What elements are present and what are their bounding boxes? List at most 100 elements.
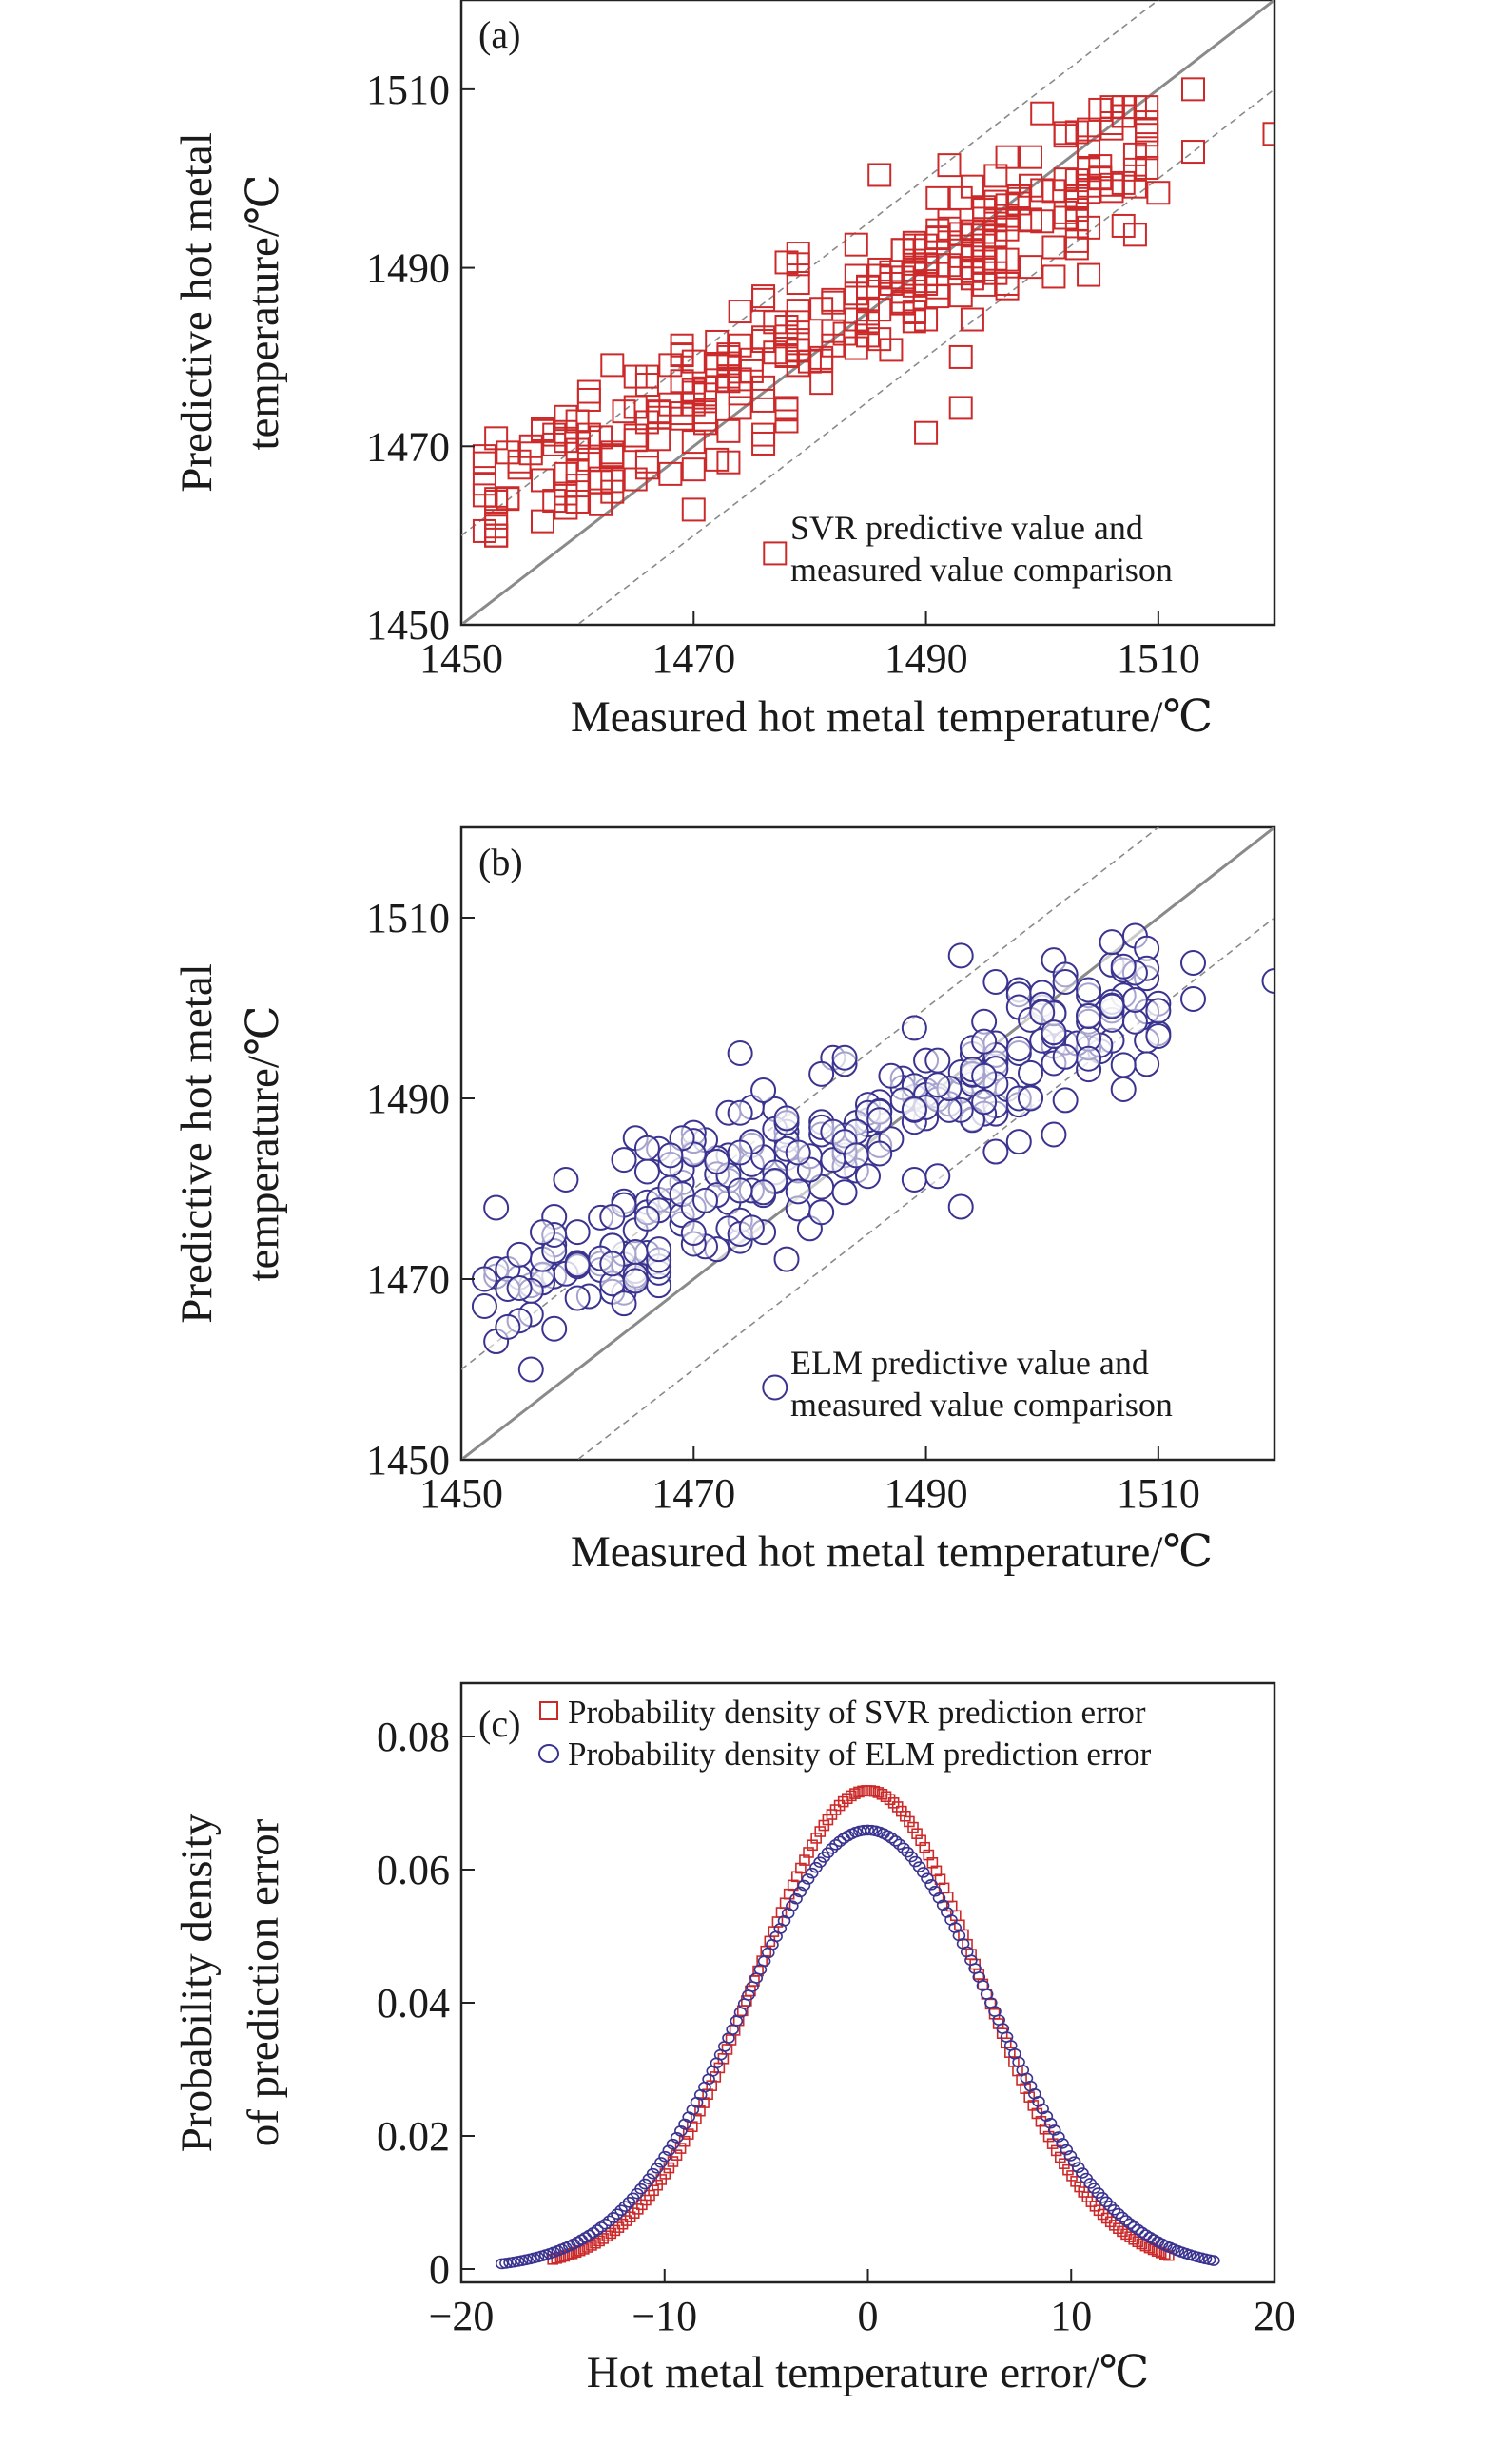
data-point [1064, 186, 1089, 211]
data-point [531, 509, 554, 534]
data-point [924, 1047, 951, 1074]
data-point [808, 1199, 835, 1226]
data-point [856, 298, 880, 322]
density-point [887, 1797, 900, 1809]
data-point [762, 1374, 788, 1401]
data-point [1030, 101, 1055, 126]
data-point [727, 1040, 753, 1066]
plot-frame [459, 1681, 1276, 2284]
density-point [921, 1872, 934, 1885]
data-point [971, 1062, 998, 1089]
data-point [879, 338, 904, 362]
data-point [867, 163, 892, 187]
data-point [901, 1167, 927, 1193]
data-point [1041, 264, 1066, 289]
data-point [728, 300, 752, 324]
data-point [1029, 999, 1056, 1026]
data-point [960, 307, 984, 332]
clipped-data [461, 0, 1274, 625]
density-point [616, 2218, 629, 2230]
data-point [716, 354, 741, 378]
data-point [983, 189, 1008, 214]
data-point [680, 1220, 707, 1247]
data-point [878, 1062, 905, 1089]
density-point [1071, 2162, 1085, 2174]
x-tick-label: 0 [858, 2293, 879, 2339]
density-point [926, 1857, 939, 1869]
data-point [773, 1105, 800, 1132]
data-point [855, 1163, 881, 1190]
density-point [1066, 2170, 1078, 2182]
data-point [774, 398, 799, 422]
data-point [982, 1138, 1009, 1165]
data-point [541, 1315, 568, 1342]
data-point [704, 1149, 730, 1174]
density-point [655, 2174, 668, 2185]
data-point [531, 418, 554, 443]
data-layer [495, 1785, 1220, 2270]
data-point [692, 1187, 718, 1213]
y-tick-label: 0.02 [377, 2113, 450, 2160]
data-point [530, 1219, 555, 1246]
density-point [558, 2250, 571, 2262]
x-tick-label: −20 [429, 2293, 495, 2339]
data-point [738, 1214, 765, 1241]
data-point [1041, 235, 1066, 260]
legend-text-line1: SVR predictive value and [790, 509, 1143, 547]
data-point [924, 1163, 951, 1190]
data-point [914, 252, 939, 277]
density-point [799, 1854, 810, 1866]
density-point [662, 2144, 676, 2157]
legend-entry-svr: Probability density of SVR prediction er… [568, 1694, 1146, 1731]
data-point [763, 340, 788, 365]
data-point [1180, 950, 1206, 976]
data-point [821, 287, 846, 312]
density-point [833, 1799, 846, 1812]
data-point [982, 968, 1009, 995]
data-point [633, 1205, 660, 1232]
density-point [912, 1861, 926, 1872]
density-point [1127, 2221, 1141, 2233]
density-point [911, 1828, 923, 1840]
data-point [1052, 968, 1079, 995]
data-point [600, 445, 625, 470]
data-point [564, 1251, 591, 1278]
data-point [1181, 140, 1205, 165]
y-tick-label: 0.08 [377, 1714, 450, 1760]
density-point [795, 1862, 807, 1874]
density-point [861, 1824, 875, 1836]
density-point [674, 2143, 687, 2154]
density-point [884, 1794, 896, 1806]
data-point [971, 1089, 998, 1116]
data-point [600, 469, 625, 494]
data-point [948, 344, 973, 369]
data-point [1052, 1043, 1079, 1070]
x-tick-label: 1490 [885, 635, 968, 682]
data-point [599, 1203, 626, 1230]
data-point [646, 1236, 672, 1263]
data-point [1135, 123, 1159, 147]
density-point [667, 2156, 679, 2167]
y-tick-label: 1490 [366, 245, 450, 292]
data-point [1088, 154, 1113, 179]
plot-frame [459, 825, 1276, 1462]
density-point [620, 2215, 632, 2226]
y-tick-label: 1470 [366, 423, 450, 470]
data-point [716, 450, 741, 475]
density-point [1119, 2215, 1133, 2226]
density-point [671, 2149, 683, 2161]
density-point [594, 2221, 609, 2233]
density-point [928, 1885, 943, 1897]
density-point [1207, 2255, 1220, 2266]
y-axis-label-line1: Probability density [172, 1813, 222, 2152]
density-point [1063, 2150, 1078, 2162]
data-point [1030, 178, 1055, 203]
data-point [1111, 213, 1136, 238]
data-point [960, 174, 984, 199]
x-tick-label: 1450 [419, 1470, 503, 1517]
data-point [971, 1028, 998, 1055]
data-point [1145, 998, 1172, 1024]
legend-text-line2: measured value comparison [790, 551, 1173, 589]
scatter-panel-svr: 1450 1470 1490 1510 1450 1470 1490 1510 (a) Mea… [172, 0, 1276, 742]
x-tick-label: 1450 [419, 635, 503, 682]
